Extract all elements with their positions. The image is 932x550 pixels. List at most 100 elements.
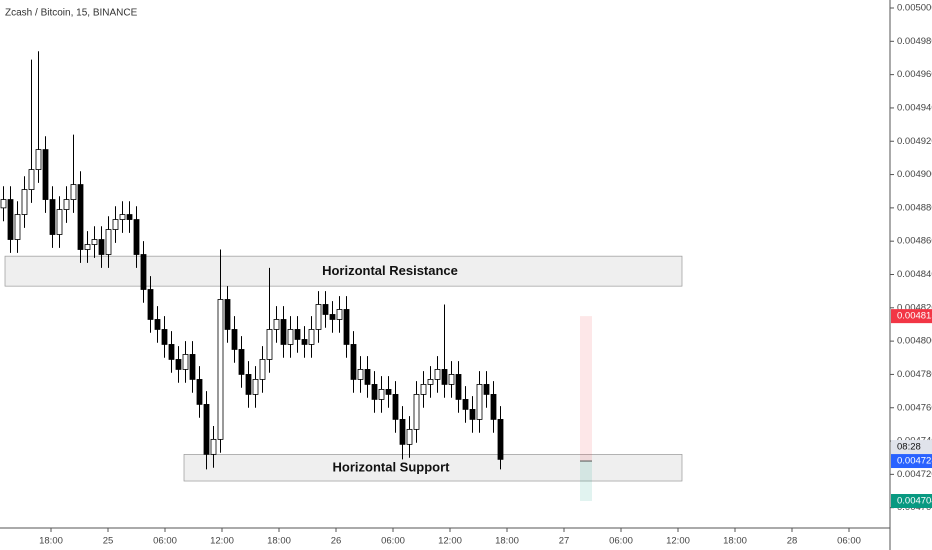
candle-body <box>245 374 252 395</box>
candle-body <box>448 374 455 385</box>
price-badge-label: 0.004728 <box>897 456 932 467</box>
candle-body <box>462 399 469 410</box>
candle-body <box>308 329 315 345</box>
candle-body <box>126 214 133 220</box>
candle-body <box>420 384 427 395</box>
target-zone <box>580 461 592 502</box>
candle-body <box>140 254 147 290</box>
candle-body <box>238 349 245 375</box>
candle-body <box>105 229 112 255</box>
candle-body <box>182 354 189 370</box>
candle-body <box>413 394 420 430</box>
x-tick-label: 28 <box>787 536 798 547</box>
x-tick-label: 18:00 <box>723 536 747 547</box>
candle-body <box>287 329 294 345</box>
candle-body <box>70 184 77 200</box>
price-badge-label: 0.004815 <box>897 311 932 322</box>
candle-body <box>469 409 476 420</box>
candle-body <box>84 244 91 250</box>
candle-body <box>455 374 462 400</box>
stop-zone <box>580 316 592 462</box>
candle-body <box>35 149 42 170</box>
candle-body <box>63 199 70 210</box>
candle-body <box>119 214 126 220</box>
candle-body <box>259 359 266 380</box>
candle-body <box>98 239 105 255</box>
price-badge <box>891 494 932 509</box>
candle-body <box>294 329 301 340</box>
candle-body <box>364 369 371 385</box>
candle-body <box>77 184 84 250</box>
candle-body <box>49 199 56 235</box>
x-tick-label: 06:00 <box>153 536 177 547</box>
candle-body <box>189 354 196 380</box>
candle-body <box>329 314 336 320</box>
zone-label: Horizontal Support <box>333 460 451 475</box>
candle-body <box>7 199 14 240</box>
candle-body <box>175 359 182 370</box>
x-tick-label: 18:00 <box>39 536 63 547</box>
zone <box>183 454 683 482</box>
x-tick-label: 26 <box>331 536 342 547</box>
candle-body <box>266 329 273 360</box>
candle-body <box>434 369 441 380</box>
candle-body <box>133 219 140 255</box>
countdown-badge <box>891 440 932 455</box>
candle-body <box>14 214 21 240</box>
candle-body <box>210 438 217 455</box>
x-tick-label: 12:00 <box>210 536 234 547</box>
candle-body <box>196 379 203 405</box>
price-badge <box>891 454 932 469</box>
candle-body <box>378 389 385 400</box>
candle-body <box>483 384 490 395</box>
zone-label: Horizontal Resistance <box>322 263 458 278</box>
candle-body <box>168 344 175 360</box>
candle-body <box>154 319 161 330</box>
candle-body <box>0 199 7 209</box>
price-badge <box>891 309 932 324</box>
candle-body <box>56 209 63 235</box>
candle-body <box>343 309 350 345</box>
candle-body <box>357 369 364 380</box>
candle-body <box>217 299 224 440</box>
candle-body <box>315 304 322 330</box>
x-tick-label: 18:00 <box>267 536 291 547</box>
candle-body <box>427 379 434 385</box>
x-tick-label: 12:00 <box>666 536 690 547</box>
candle-body <box>476 384 483 420</box>
x-tick-label: 12:00 <box>438 536 462 547</box>
candle-body <box>280 319 287 345</box>
x-tick-label: 06:00 <box>837 536 861 547</box>
candle-body <box>399 418 406 445</box>
candle-body <box>406 428 413 445</box>
candle-body <box>371 384 378 400</box>
candle-body <box>273 319 280 330</box>
candle-body <box>322 304 329 315</box>
candle-body <box>385 389 392 395</box>
candle-body <box>161 329 168 345</box>
candle-body <box>252 379 259 395</box>
candle-body <box>224 299 231 330</box>
candle-body <box>112 219 119 230</box>
candle-body <box>42 149 49 200</box>
x-tick-label: 25 <box>103 536 114 547</box>
candle-body <box>497 418 504 460</box>
candle-body <box>336 309 343 320</box>
candle-body <box>28 169 35 190</box>
candle-body <box>490 394 497 420</box>
candle-body <box>147 289 154 320</box>
candle-body <box>203 404 210 455</box>
candle-body <box>301 339 308 345</box>
x-tick-label: 06:00 <box>381 536 405 547</box>
